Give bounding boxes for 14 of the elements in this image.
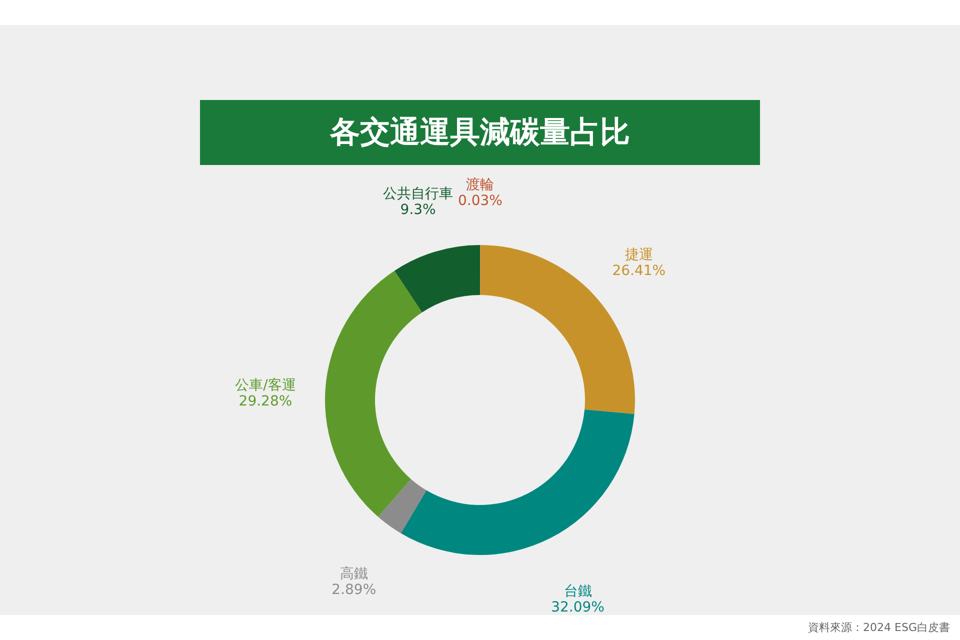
data-label: 9.3%: [400, 202, 436, 218]
data-label: 26.41%: [612, 263, 666, 280]
source-note: 資料來源：2024 ESG白皮書: [808, 621, 950, 634]
data-label: 0.03%: [458, 193, 502, 209]
slice-label: 台鐵: [564, 583, 592, 600]
data-label: 32.09%: [551, 599, 604, 616]
slice-label: 渡輪: [466, 177, 494, 193]
slice-label: 公車/客運: [235, 378, 296, 394]
data-label: 29.28%: [238, 394, 292, 410]
chart-title: 各交通運具減碳量占比: [329, 115, 630, 150]
data-label: 2.89%: [332, 582, 376, 598]
slice-label: 公共自行車: [383, 186, 454, 202]
slice-label: 高鐵: [340, 566, 368, 582]
slice-label: 捷運: [624, 247, 653, 264]
